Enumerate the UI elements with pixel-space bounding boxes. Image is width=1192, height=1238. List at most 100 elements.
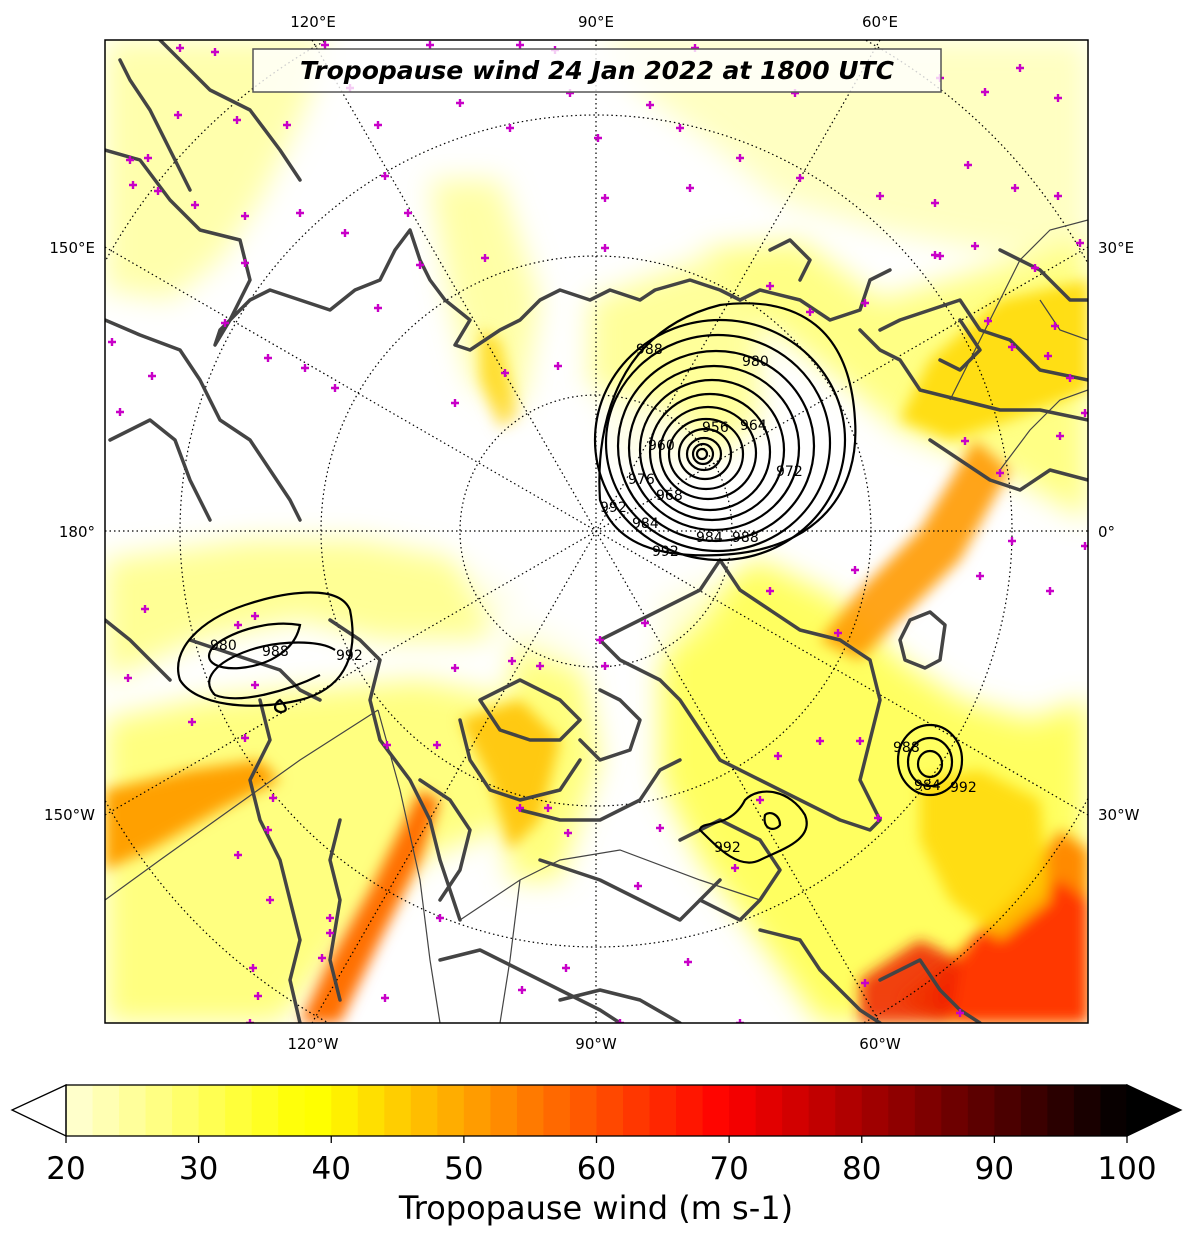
station-marker	[1011, 184, 1019, 192]
colorbar-swatch	[304, 1085, 332, 1136]
low-greenland-contours	[896, 723, 964, 797]
colorbar-swatch	[1047, 1085, 1075, 1136]
colorbar-swatch	[569, 1085, 598, 1136]
station-marker	[126, 156, 134, 164]
station-marker	[188, 718, 196, 726]
station-marker	[766, 587, 774, 595]
station-marker	[1008, 537, 1016, 545]
colorbar-swatch	[384, 1085, 412, 1136]
station-marker	[796, 174, 804, 182]
colorbar-swatch	[649, 1085, 677, 1136]
political-borders	[105, 219, 1088, 1023]
station-marker	[1044, 352, 1052, 360]
colorbar-swatch	[729, 1085, 757, 1136]
contour-label: 988	[893, 740, 920, 756]
contour-label: 984	[914, 778, 941, 794]
station-marker	[554, 362, 562, 370]
station-marker	[731, 864, 739, 872]
station-marker	[301, 364, 309, 372]
station-marker	[191, 201, 199, 209]
station-marker	[676, 124, 684, 132]
wind-shading	[105, 40, 1088, 1023]
lon-label: 120°W	[288, 1035, 339, 1053]
station-marker	[264, 354, 272, 362]
station-marker	[1076, 239, 1084, 247]
colorbar-tick-label: 50	[444, 1151, 483, 1187]
station-marker	[1008, 343, 1016, 351]
contour-labels: 988 980 956 964 960 972 976 968 992 984 …	[210, 342, 977, 856]
station-marker	[1031, 264, 1039, 272]
lon-label: 150°E	[49, 239, 95, 257]
station-marker	[251, 612, 259, 620]
colorbar-swatch	[623, 1085, 651, 1136]
colorbar-swatch	[702, 1085, 730, 1136]
colorbar-swatch	[755, 1085, 783, 1136]
station-marker	[374, 121, 382, 129]
contour-label: 976	[628, 472, 655, 488]
station-marker	[834, 629, 842, 637]
station-marker	[254, 992, 262, 1000]
contour-label: 988	[636, 342, 663, 358]
station-marker	[116, 408, 124, 416]
contour-label: 964	[740, 418, 767, 434]
station-marker	[451, 664, 459, 672]
station-marker	[976, 572, 984, 580]
lon-label: 0°	[1098, 523, 1115, 541]
colorbar-tick-label: 70	[709, 1151, 748, 1187]
low-arctic-contours	[593, 302, 857, 562]
lon-label: 30°E	[1098, 239, 1134, 257]
station-marker	[984, 317, 992, 325]
lon-label: 60°E	[862, 13, 898, 31]
station-marker	[861, 979, 869, 987]
station-marker	[241, 212, 249, 220]
station-marker	[433, 741, 441, 749]
colorbar-swatch	[994, 1085, 1022, 1136]
station-marker	[124, 674, 132, 682]
station-marker	[861, 299, 869, 307]
colorbar-swatch	[119, 1085, 147, 1136]
contour-label: 988	[732, 530, 759, 546]
colorbar-tick-label: 30	[179, 1151, 218, 1187]
lon-label: 120°E	[290, 13, 336, 31]
lon-label: 150°W	[44, 806, 95, 824]
lon-label: 180°	[59, 523, 95, 541]
colorbar-swatch	[172, 1085, 200, 1136]
station-marker	[341, 229, 349, 237]
station-marker	[321, 41, 329, 49]
colorbar-label: Tropopause wind (m s-1)	[398, 1189, 793, 1227]
colorbar-tick-label: 40	[312, 1151, 351, 1187]
station-marker	[154, 187, 162, 195]
station-marker	[956, 1009, 964, 1017]
station-marker	[1016, 64, 1024, 72]
contour-label: 956	[702, 420, 729, 436]
colorbar-swatch	[596, 1085, 624, 1136]
colorbar-swatch	[437, 1085, 465, 1136]
low-alaska-contours	[177, 591, 354, 714]
map-panel: 988 980 956 964 960 972 976 968 992 984 …	[105, 40, 1088, 1023]
station-marker	[646, 101, 654, 109]
colorbar-swatches	[66, 1085, 1128, 1136]
contour-label: 984	[632, 516, 659, 532]
station-marker	[241, 259, 249, 267]
station-marker	[456, 99, 464, 107]
station-marker	[562, 964, 570, 972]
station-marker	[616, 1019, 624, 1023]
contour-label: 960	[648, 438, 675, 454]
colorbar-swatch	[357, 1085, 385, 1136]
contour-label: 980	[742, 354, 769, 370]
station-marker	[686, 184, 694, 192]
station-marker	[996, 469, 1004, 477]
station-marker	[656, 824, 664, 832]
station-marker	[269, 794, 277, 802]
station-marker	[816, 737, 824, 745]
station-marker	[981, 88, 989, 96]
station-marker	[766, 282, 774, 290]
station-marker	[931, 199, 939, 207]
station-marker	[233, 116, 241, 124]
colorbar-swatch	[198, 1085, 226, 1136]
station-marker	[501, 369, 509, 377]
station-marker	[129, 181, 137, 189]
colorbar-swatch	[463, 1085, 492, 1136]
station-marker	[856, 737, 864, 745]
station-marker	[141, 605, 149, 613]
